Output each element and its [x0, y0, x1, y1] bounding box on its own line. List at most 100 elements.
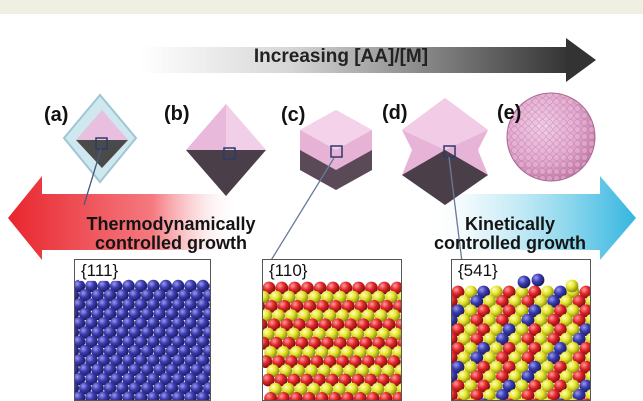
atom-red [547, 313, 560, 327]
atom-red [366, 392, 380, 400]
surface-panel-111: {111} [74, 259, 211, 401]
atom-yellow [492, 398, 501, 400]
atom-red [328, 392, 341, 400]
atom-red [354, 300, 368, 313]
atom-blue [172, 354, 185, 367]
atom-blue [496, 332, 509, 346]
atom-blue [147, 335, 160, 348]
atom-red [300, 373, 313, 387]
atom-blue [153, 289, 166, 302]
atom-blue [97, 354, 110, 367]
atom-red [331, 318, 345, 332]
atom-red [521, 332, 535, 346]
atom-red [572, 295, 586, 308]
atom-blue [528, 304, 542, 318]
atom-red [547, 370, 560, 383]
atom-blue [196, 354, 210, 367]
atom-blue [122, 298, 135, 311]
atom-blue [122, 279, 135, 293]
atom-blue [75, 317, 86, 330]
atom-yellow [534, 332, 548, 346]
atom-blue [110, 317, 123, 330]
atom-yellow [566, 304, 580, 318]
thermo-line-1: Thermodynamically [86, 214, 256, 234]
increasing-ratio-arrow [140, 38, 596, 82]
atom-red [367, 300, 381, 313]
atom-yellow [457, 313, 471, 327]
atom-yellow [543, 398, 552, 400]
atom-blue [572, 389, 586, 400]
atom-red [269, 336, 283, 350]
atom-blue [159, 335, 172, 348]
atom-yellow [534, 313, 548, 327]
atom-blue [128, 307, 141, 321]
atom-yellow [517, 398, 527, 400]
atom-blue [85, 391, 98, 400]
atom-blue [91, 326, 104, 339]
atom-red [372, 336, 385, 350]
atom-yellow [457, 295, 471, 308]
atom-red [377, 281, 391, 295]
atom-yellow [508, 370, 522, 383]
atom-red [453, 398, 463, 400]
atom-yellow [457, 389, 471, 400]
atom-yellow [508, 351, 522, 365]
atom-yellow [263, 309, 273, 322]
atom-red [263, 318, 268, 331]
atom-yellow [490, 342, 503, 355]
atom-red [547, 332, 560, 346]
atom-red [452, 379, 465, 393]
atom-blue [165, 307, 179, 321]
atom-blue [203, 382, 210, 395]
atom-blue [153, 307, 166, 321]
atom-red [554, 304, 567, 318]
atom-blue [184, 372, 197, 386]
atom-blue [502, 323, 516, 336]
atom-red [308, 336, 321, 350]
atom-yellow [515, 342, 529, 355]
atom-red [359, 336, 373, 350]
atom-red [477, 304, 490, 318]
atom-red [579, 304, 590, 318]
atom-yellow [568, 398, 578, 400]
atom-red [572, 351, 586, 365]
atom-red [377, 373, 390, 387]
label-a: (a) [44, 104, 69, 126]
atom-red [452, 389, 458, 400]
atom-blue [79, 307, 92, 321]
atom-red [554, 379, 567, 393]
atom-red [341, 392, 354, 400]
atom-red [346, 336, 360, 350]
atom-yellow [466, 398, 476, 400]
atom-blue [134, 391, 148, 400]
atom-blue [116, 363, 129, 376]
atom-blue [190, 326, 203, 339]
atom-blue [579, 323, 590, 336]
atom-yellow [566, 342, 580, 355]
atom-blue [165, 382, 179, 395]
atom-red [275, 281, 289, 295]
atom-red [302, 392, 316, 400]
surface-panel-541: {541} [451, 259, 591, 401]
atom-yellow [566, 379, 580, 393]
atom-yellow [263, 290, 270, 304]
atom-yellow [585, 389, 590, 400]
atom-red [387, 355, 401, 368]
label-d: (d) [382, 102, 408, 124]
kinetic-line-1: Kinetically [464, 214, 556, 234]
atom-blue [75, 382, 79, 395]
atom-yellow [490, 285, 503, 299]
atom-blue [172, 279, 185, 293]
atom-red [352, 281, 365, 295]
atom-blue [128, 363, 141, 376]
atom-red [338, 373, 352, 387]
atom-blue [141, 344, 154, 358]
atom-blue [85, 317, 98, 330]
atom-yellow [263, 327, 275, 341]
atom-blue [190, 363, 203, 376]
atom-blue [547, 351, 560, 365]
atom-blue [97, 391, 110, 400]
atom-blue [196, 335, 210, 348]
atom-yellow [541, 323, 554, 336]
atom-blue [75, 391, 86, 400]
